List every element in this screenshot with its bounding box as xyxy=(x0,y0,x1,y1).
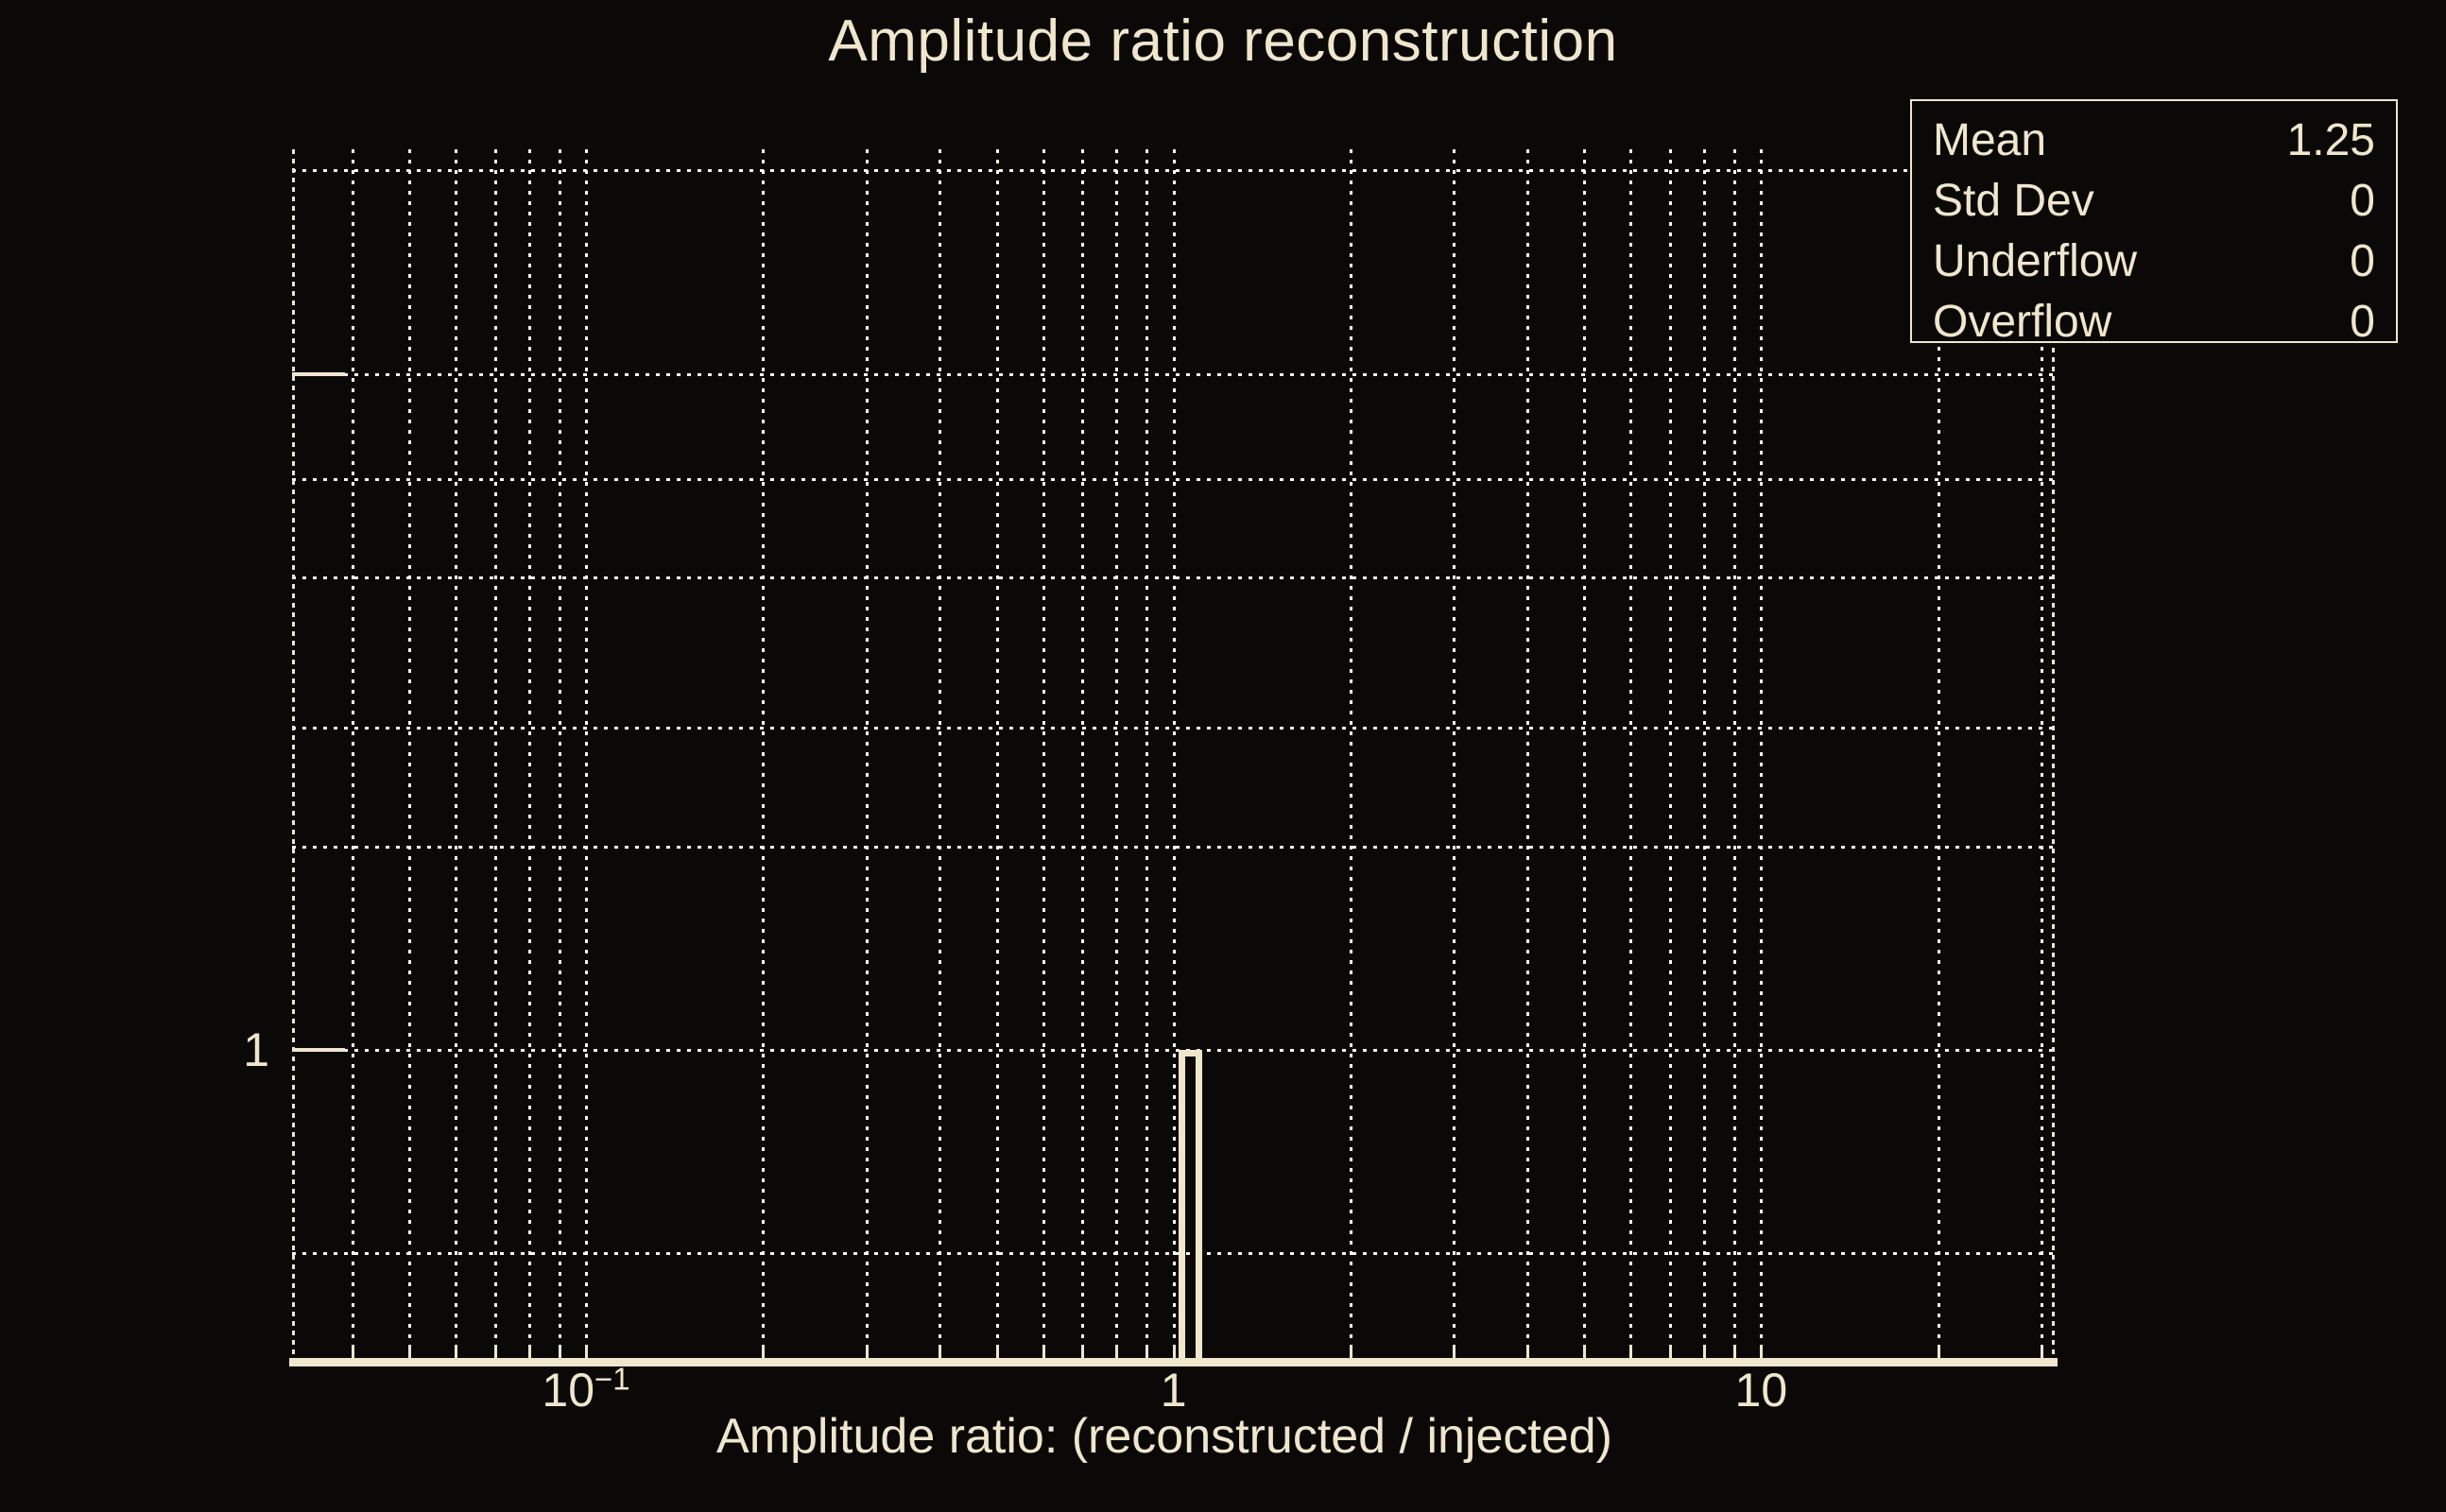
gridline-vertical xyxy=(1145,149,1149,1358)
x-axis-tick xyxy=(762,1345,766,1358)
gridline-vertical xyxy=(1172,149,1176,1358)
x-axis-tick xyxy=(527,1345,531,1358)
x-axis-tick-label: 10−1 xyxy=(542,1361,630,1417)
gridline-vertical xyxy=(1115,149,1119,1358)
y-axis-tick-label: 1 xyxy=(243,1022,269,1076)
gridline-horizontal xyxy=(292,372,2055,376)
gridline-horizontal xyxy=(292,576,2055,580)
x-axis-tick xyxy=(1081,1345,1085,1358)
gridline-vertical xyxy=(558,149,561,1358)
statistics-value: 0 xyxy=(2350,297,2375,347)
x-axis-line xyxy=(289,1358,2058,1366)
statistics-label: Underflow xyxy=(1933,236,2138,286)
gridline-vertical xyxy=(527,149,531,1358)
x-axis-tick xyxy=(1172,1345,1176,1358)
x-axis-tick xyxy=(1760,1345,1764,1358)
gridline-vertical xyxy=(1081,149,1085,1358)
histogram-bar xyxy=(1179,1049,1203,1358)
gridline-vertical xyxy=(995,149,999,1358)
plot-area xyxy=(289,149,2058,1366)
x-axis-tick xyxy=(1042,1345,1045,1358)
statistics-row: Underflow 0 xyxy=(1933,232,2379,292)
histogram-bars xyxy=(292,149,2055,1358)
x-axis-tick xyxy=(558,1345,561,1358)
x-axis-tick xyxy=(1583,1345,1587,1358)
plot-frame-right-edge xyxy=(2052,149,2055,1358)
gridline-vertical xyxy=(865,149,869,1358)
gridline-vertical xyxy=(407,149,411,1358)
statistics-row: Std Dev 0 xyxy=(1933,171,2379,232)
x-axis-tick xyxy=(1349,1345,1352,1358)
statistics-value: 0 xyxy=(2350,176,2375,226)
x-axis-tick xyxy=(493,1345,497,1358)
x-axis-tick-label: 1 xyxy=(1160,1364,1187,1417)
statistics-label: Std Dev xyxy=(1933,176,2094,226)
gridline-horizontal xyxy=(292,477,2055,481)
statistics-value: 1.25 xyxy=(2286,115,2375,165)
gridline-vertical xyxy=(939,149,942,1358)
gridline-vertical xyxy=(1732,149,1736,1358)
statistics-box: Mean 1.25 Std Dev 0 Underflow 0 Overflow 0 xyxy=(1910,99,2398,347)
gridline-vertical xyxy=(762,149,766,1358)
x-axis-tick xyxy=(585,1345,589,1358)
y-axis-tick xyxy=(292,371,345,376)
gridline-vertical xyxy=(1937,149,1940,1358)
statistics-label: Mean xyxy=(1933,115,2047,165)
gridline-vertical xyxy=(1583,149,1587,1358)
x-axis-tick xyxy=(1629,1345,1633,1358)
x-axis-tick xyxy=(351,1345,354,1358)
y-axis-tick-labels: 1 xyxy=(0,0,269,1512)
x-axis-tick xyxy=(865,1345,869,1358)
x-axis-tick xyxy=(1453,1345,1456,1358)
gridline-horizontal xyxy=(292,1048,2055,1052)
gridline-vertical xyxy=(1525,149,1529,1358)
x-axis-tick xyxy=(1525,1345,1529,1358)
chart-title: Amplitude ratio reconstruction xyxy=(828,9,1618,74)
x-axis-tick xyxy=(407,1345,411,1358)
gridline-vertical xyxy=(1453,149,1456,1358)
gridline-horizontal xyxy=(292,169,2055,173)
x-axis-tick xyxy=(939,1345,942,1358)
x-axis-tick xyxy=(2040,1345,2043,1358)
statistics-value: 0 xyxy=(2350,236,2375,286)
x-axis-tick xyxy=(1669,1345,1673,1358)
gridline-vertical xyxy=(2040,149,2043,1358)
gridline-vertical xyxy=(1629,149,1633,1358)
plot-frame-left-edge xyxy=(292,149,295,1358)
x-axis-tick xyxy=(455,1345,458,1358)
gridline-vertical xyxy=(351,149,354,1358)
x-axis-tick xyxy=(1732,1345,1736,1358)
gridline-vertical xyxy=(493,149,497,1358)
statistics-row: Mean 1.25 xyxy=(1933,111,2379,171)
gridline-vertical xyxy=(1760,149,1764,1358)
gridline-horizontal xyxy=(292,845,2055,849)
x-axis-tick xyxy=(995,1345,999,1358)
gridline-vertical xyxy=(585,149,589,1358)
gridline-vertical xyxy=(1669,149,1673,1358)
gridline-vertical xyxy=(1042,149,1045,1358)
x-axis-title: Amplitude ratio: (reconstructed / inject… xyxy=(716,1409,1612,1464)
x-axis-tick xyxy=(1115,1345,1119,1358)
gridline-horizontal xyxy=(292,1252,2055,1256)
x-axis-tick-label: 10 xyxy=(1734,1364,1788,1417)
y-axis-tick xyxy=(292,1047,345,1052)
x-axis-tick xyxy=(1703,1345,1707,1358)
gridline-vertical xyxy=(1703,149,1707,1358)
statistics-row: Overflow 0 xyxy=(1933,292,2379,352)
statistics-label: Overflow xyxy=(1933,297,2112,347)
gridline-vertical xyxy=(455,149,458,1358)
gridline-horizontal xyxy=(292,726,2055,730)
gridline-vertical xyxy=(1349,149,1352,1358)
x-axis-tick xyxy=(1937,1345,1940,1358)
x-axis-tick xyxy=(1145,1345,1149,1358)
